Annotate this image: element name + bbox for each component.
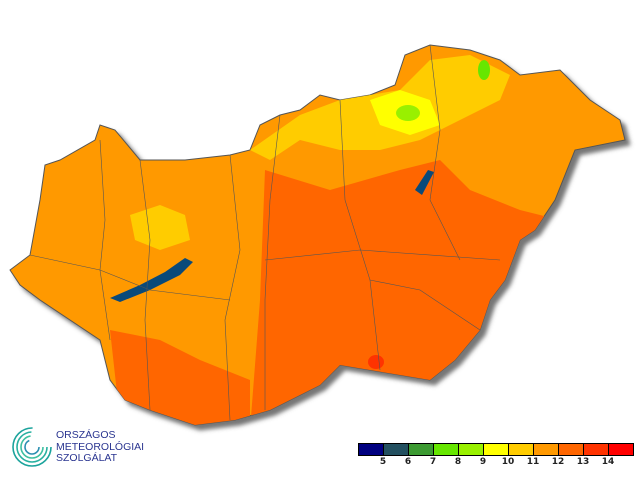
szeged-hotspot xyxy=(368,355,384,369)
logo-line-1: ORSZÁGOS xyxy=(56,429,116,441)
legend-tick-label: 6 xyxy=(404,457,412,467)
legend-tick-label: 8 xyxy=(454,457,462,467)
legend-tick-label: 11 xyxy=(526,457,540,467)
legend-swatch xyxy=(384,444,409,455)
legend-tick-label: 9 xyxy=(479,457,487,467)
legend-swatch xyxy=(484,444,509,455)
legend-tick-label: 10 xyxy=(501,457,515,467)
color-legend xyxy=(358,443,634,456)
southwest-warm-region xyxy=(110,330,250,425)
legend-swatch xyxy=(459,444,484,455)
legend-swatch xyxy=(359,444,384,455)
omsz-spiral-icon xyxy=(12,427,52,467)
hungary-outline xyxy=(9,44,626,426)
lake-balaton xyxy=(110,258,193,302)
legend-tick-label: 7 xyxy=(429,457,437,467)
legend-tick-label: 12 xyxy=(551,457,565,467)
legend-swatch xyxy=(559,444,584,455)
legend-swatch xyxy=(584,444,609,455)
legend-swatch xyxy=(509,444,534,455)
legend-swatch xyxy=(409,444,434,455)
legend-tick-label: 5 xyxy=(379,457,387,467)
legend-swatch xyxy=(434,444,459,455)
logo-line-3: SZOLGÁLAT xyxy=(56,452,118,464)
legend-tick-label: 14 xyxy=(601,457,615,467)
lake-tisza xyxy=(415,170,434,195)
logo-line-2: METEOROLÓGIAI xyxy=(56,440,145,453)
omsz-logo: ORSZÁGOS METEOROLÓGIAI SZOLGÁLAT xyxy=(10,424,150,472)
legend-tick-label: 13 xyxy=(576,457,590,467)
hills-region xyxy=(130,205,190,250)
legend-swatch xyxy=(534,444,559,455)
matra-peak xyxy=(396,105,420,121)
county-borders xyxy=(29,45,501,421)
bukk-peak xyxy=(478,60,490,80)
legend-ticks: 5 6 7 8 9 10 11 12 13 14 xyxy=(358,457,635,471)
legend-swatch xyxy=(609,444,633,455)
